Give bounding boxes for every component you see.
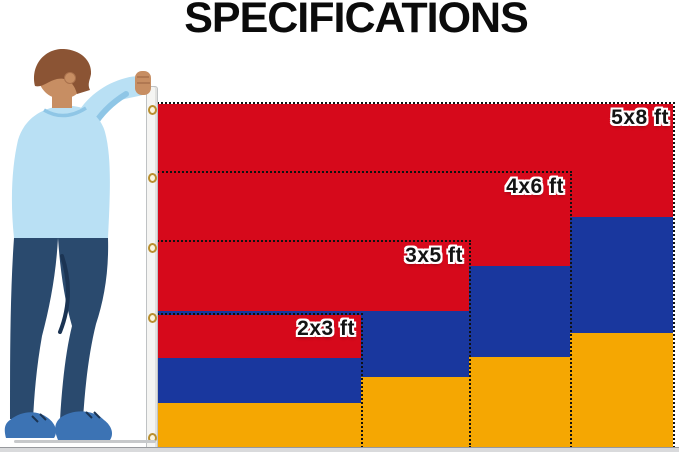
sweater [11, 105, 110, 238]
shoe-laces [31, 411, 101, 423]
orange-stripe [157, 403, 361, 448]
pants-front-leg [58, 238, 109, 420]
collar [43, 106, 87, 118]
grommet-icon [148, 243, 157, 253]
flag-2x3: 2x3 ft [157, 313, 363, 448]
person-illustration [4, 48, 151, 440]
red-stripe [157, 315, 361, 358]
fingers [137, 76, 150, 84]
ear [64, 72, 76, 84]
shoe-back [4, 412, 56, 438]
page-title: SPECIFICATIONS [184, 0, 529, 42]
shoe-front [55, 411, 112, 440]
ground-shadow [14, 440, 156, 443]
pants-back-leg [10, 238, 58, 422]
grommet-icon [148, 173, 157, 183]
red-stripe [157, 242, 469, 311]
grommet-icon [148, 313, 157, 323]
blue-stripe [157, 358, 361, 403]
pants-crease [58, 254, 70, 334]
size-label-3x5: 3x5 ft [405, 244, 463, 267]
grommet-icon [148, 105, 157, 115]
size-label-4x6: 4x6 ft [506, 175, 564, 198]
floor-strip [0, 447, 679, 452]
hair [34, 48, 92, 94]
size-label-5x8: 5x8 ft [611, 106, 669, 129]
size-label-2x3: 2x3 ft [297, 317, 355, 340]
